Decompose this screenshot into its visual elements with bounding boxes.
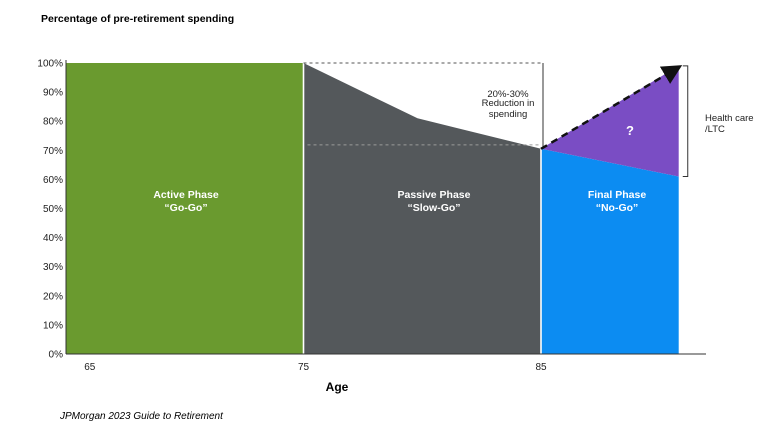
y-tick-label-40: 40%	[43, 233, 63, 244]
health-care-trend-arrow	[540, 65, 683, 150]
phase-area-0	[66, 63, 304, 354]
y-tick-label-80: 80%	[43, 117, 63, 128]
y-tick-labels: 0% 10% 20% 30% 40% 50% 60% 70% 80% 90% 100%	[37, 59, 63, 361]
y-tick-label-0: 0%	[49, 350, 64, 361]
chart-title: Percentage of pre-retirement spending	[41, 13, 234, 25]
y-tick-label-20: 20%	[43, 291, 63, 302]
source-note: JPMorgan 2023 Guide to Retirement	[59, 411, 224, 422]
health-care-area	[541, 65, 679, 177]
x-axis-label: Age	[326, 380, 349, 394]
final-phase-nickname: “No-Go”	[596, 202, 639, 214]
health-care-annotation-line-2: /LTC	[705, 124, 725, 135]
phase-areas	[66, 63, 679, 354]
reduction-annotation-line-3: spending	[489, 109, 528, 120]
passive-phase-name: Passive Phase	[398, 189, 471, 201]
y-tick-label-60: 60%	[43, 175, 63, 186]
phase-area-1	[303, 63, 541, 354]
final-phase-name: Final Phase	[588, 189, 647, 201]
x-tick-label-65: 65	[84, 362, 96, 373]
y-tick-label-90: 90%	[43, 88, 63, 99]
x-tick-label-75: 75	[298, 362, 310, 373]
health-care-annotation-line-1: Health care	[705, 113, 754, 124]
active-phase-nickname: “Go-Go”	[164, 202, 207, 214]
y-tick-label-30: 30%	[43, 262, 63, 273]
reduction-annotation-line-2: Reduction in	[482, 98, 535, 109]
active-phase-name: Active Phase	[153, 189, 219, 201]
phase-area-2	[541, 148, 679, 354]
x-tick-label-85: 85	[535, 362, 547, 373]
y-tick-label-100: 100%	[37, 59, 63, 70]
health-care-question-mark: ?	[626, 123, 634, 138]
x-tick-labels: 65 75 85	[84, 362, 547, 373]
y-tick-label-10: 10%	[43, 320, 63, 331]
y-tick-label-50: 50%	[43, 204, 63, 215]
guide-lines	[303, 62, 689, 177]
reduction-annotation-line-1: 20%-30%	[487, 89, 529, 100]
health-care-bracket	[682, 65, 689, 177]
y-tick-label-70: 70%	[43, 146, 63, 157]
passive-phase-nickname: “Slow-Go”	[407, 202, 460, 214]
